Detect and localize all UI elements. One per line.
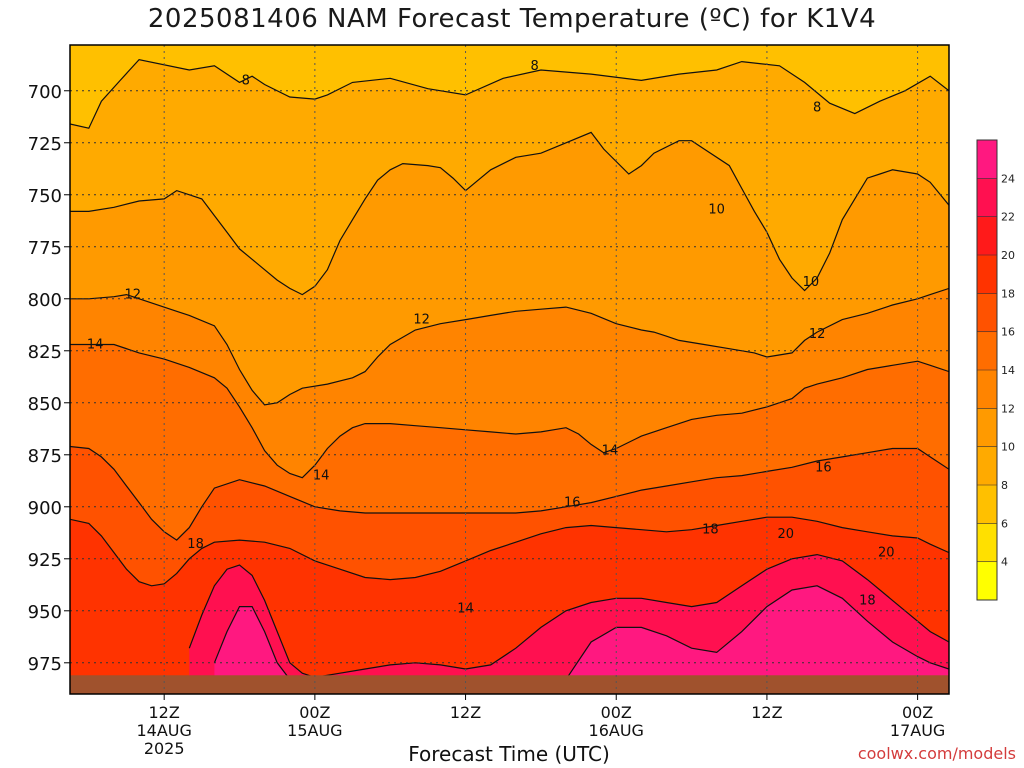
x-tick-label: 2025: [144, 739, 185, 758]
colorbar-swatch: [977, 485, 997, 524]
ground-fill: [70, 675, 949, 694]
y-tick-label: 725: [28, 134, 62, 155]
x-tick-label: 16AUG: [589, 721, 644, 740]
isotherm-label: 14: [313, 469, 330, 484]
colorbar-swatch: [977, 140, 997, 179]
x-axis-label: Forecast Time (UTC): [408, 742, 610, 766]
contour-14: [70, 343, 949, 479]
x-tick-label: 15AUG: [287, 721, 342, 740]
source-credit[interactable]: coolwx.com/models: [857, 744, 1016, 763]
contour-22: [213, 585, 949, 680]
y-tick-label: 900: [28, 498, 62, 519]
colorbar-tick-label: 8: [1001, 479, 1008, 492]
contour-12: [70, 287, 949, 406]
contour-8: [70, 58, 949, 129]
colorbar-tick-label: 14: [1001, 364, 1015, 377]
isotherm-label: 12: [125, 288, 142, 303]
y-tick-label: 700: [28, 82, 62, 103]
isotherm-label: 14: [87, 338, 104, 353]
colorbar-swatch: [977, 408, 997, 448]
x-tick-label: 12Z: [149, 703, 180, 722]
isotherm-label: 10: [803, 275, 820, 290]
colorbar-swatch: [977, 370, 997, 409]
y-tick-label: 875: [28, 446, 62, 467]
colorbar-tick-label: 4: [1001, 556, 1008, 569]
isotherm-label: 8: [530, 59, 538, 74]
isotherm-label: 12: [413, 313, 430, 328]
x-tick-label: 00Z: [902, 703, 933, 722]
y-tick-label: 850: [28, 394, 62, 415]
isotherm-label: 18: [859, 593, 876, 608]
colorbar-swatch: [977, 293, 997, 333]
colorbar-tick-label: 24: [1001, 172, 1015, 185]
y-tick-label: 750: [28, 186, 62, 207]
x-tick-label: 00Z: [601, 703, 632, 722]
colorbar-swatch: [977, 561, 997, 601]
colorbar-swatch: [977, 255, 997, 294]
contour-16: [70, 445, 949, 541]
isotherm-label: 16: [564, 496, 581, 511]
y-tick-label: 950: [28, 602, 62, 623]
colorbar-swatch: [977, 216, 997, 256]
contour-10: [70, 131, 949, 296]
isotherm-label: 10: [708, 202, 725, 217]
colorbar-tick-label: 22: [1001, 211, 1015, 224]
y-tick-label: 925: [28, 550, 62, 571]
colorbar-tick-label: 6: [1001, 517, 1008, 530]
y-tick-label: 800: [28, 290, 62, 311]
band-fill-22: [214, 585, 949, 694]
isotherm-label: 12: [809, 327, 826, 342]
colorbar-swatch: [977, 523, 997, 563]
colorbar-tick-label: 18: [1001, 287, 1015, 300]
isotherm-label: 18: [702, 523, 719, 538]
colorbar-swatch: [977, 446, 997, 486]
colorbar-swatch: [977, 331, 997, 371]
isotherm-label: 20: [878, 546, 895, 561]
colorbar-tick-label: 10: [1001, 441, 1015, 454]
colorbar-tick-label: 16: [1001, 326, 1015, 339]
y-tick-label: 775: [28, 238, 62, 259]
colorbar-tick-label: 20: [1001, 249, 1015, 262]
isotherm-label: 8: [242, 73, 250, 88]
isotherm-label: 20: [777, 527, 794, 542]
x-tick-label: 00Z: [299, 703, 330, 722]
colorbar-swatch: [977, 178, 997, 218]
y-tick-label: 825: [28, 342, 62, 363]
x-tick-label: 12Z: [751, 703, 782, 722]
contour-20: [188, 553, 949, 679]
x-tick-label: 12Z: [450, 703, 481, 722]
colorbar-tick-label: 12: [1001, 402, 1015, 415]
x-tick-label: 14AUG: [136, 721, 191, 740]
isotherm-label: 16: [815, 460, 832, 475]
contour-18: [70, 516, 949, 587]
plot-frame: [69, 44, 950, 695]
chart-title: 2025081406 NAM Forecast Temperature (ºC)…: [147, 4, 877, 34]
isotherm-label: 14: [602, 444, 619, 459]
isotherm-label: 18: [187, 537, 204, 552]
y-tick-label: 975: [28, 654, 62, 675]
x-tick-label: 17AUG: [890, 721, 945, 740]
isotherm-label: 8: [813, 100, 821, 115]
